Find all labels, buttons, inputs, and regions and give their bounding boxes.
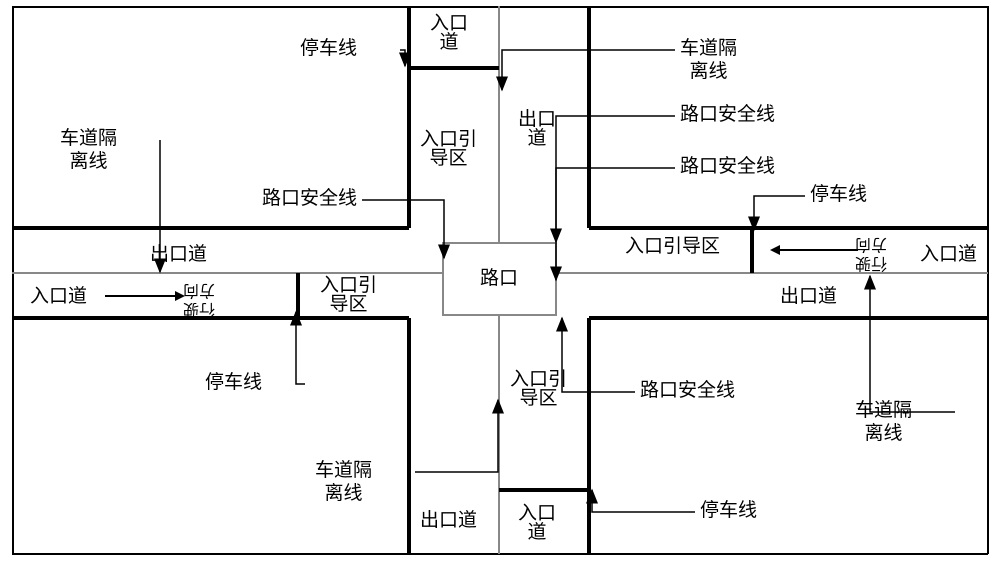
v-road-right-top: [587, 6, 591, 228]
lbl-exit-left: 出口道: [150, 244, 207, 267]
drive-arrow-right: [768, 240, 858, 260]
t: 道: [528, 523, 547, 542]
cbox-top: [442, 242, 556, 244]
v-center-bot: [498, 316, 500, 554]
a-stop-bot-label: 停车线: [700, 500, 757, 523]
lbl-entrance-bottom: 入口 道: [518, 504, 556, 542]
lbl-entrance-top: 入口 道: [430, 14, 468, 52]
a-safety-2-label: 路口安全线: [680, 156, 775, 179]
h-center-right: [556, 272, 988, 274]
t: 道: [528, 129, 547, 148]
a-stop-right-label: 停车线: [810, 184, 867, 207]
lbl-entrance-right: 入口道: [920, 244, 977, 267]
t: 导区: [520, 389, 558, 408]
h-road-bot-right: [589, 316, 988, 320]
t: 导区: [430, 149, 468, 168]
lbl-exit-right: 出口道: [780, 286, 837, 309]
lbl-guide-top: 入口引 导区: [420, 130, 477, 168]
a-safety-1-label: 路口安全线: [680, 104, 775, 127]
t: 道: [440, 33, 459, 52]
stop-top: [409, 66, 499, 70]
a-safety-2-arrow: [556, 168, 675, 280]
a-divider-bl-arrow: [415, 400, 498, 472]
cbox-right: [555, 242, 557, 316]
t: 方向: [183, 281, 215, 298]
lbl-guide-bottom: 入口引 导区: [510, 370, 567, 408]
t: 方向: [855, 235, 887, 252]
a-divider-top-label: 车道隔离线: [680, 38, 737, 84]
drive-arrow-left: [105, 286, 185, 306]
v-road-left-top: [407, 6, 411, 228]
a-stop-bot-arrow: [592, 490, 695, 512]
h-road-top-left: [12, 226, 409, 230]
stop-bottom: [499, 488, 589, 492]
a-stop-right-arrow: [754, 196, 805, 230]
a-stop-top-label: 停车线: [300, 38, 357, 61]
stop-left: [296, 273, 300, 318]
t: 行驶: [855, 254, 887, 271]
a-divider-br-arrow: [870, 276, 955, 412]
t: 入口引: [320, 276, 377, 295]
t: 入口引: [420, 130, 477, 149]
frame-top: [12, 6, 988, 8]
t: 行驶: [183, 300, 215, 317]
v-center-top: [498, 6, 500, 242]
lbl-entrance-left: 入口道: [30, 286, 87, 309]
frame-left: [12, 6, 14, 554]
stop-right: [750, 228, 754, 273]
frame-bottom: [12, 553, 988, 555]
t: 入口引: [510, 370, 567, 389]
a-stop-top-arrow: [400, 50, 405, 66]
lbl-guide-left: 入口引 导区: [320, 276, 377, 314]
a-divider-left-label: 车道隔离线: [60, 128, 117, 174]
h-road-top-right: [589, 226, 988, 230]
a-stop-bl-label: 停车线: [205, 372, 262, 395]
lbl-exit-top: 出口 道: [518, 110, 556, 148]
a-divider-bl-label: 车道隔离线: [315, 460, 372, 506]
lbl-drive-left: 行驶 方向: [183, 280, 215, 318]
a-safety-br-label: 路口安全线: [640, 380, 735, 403]
cbox-bot: [442, 314, 556, 316]
lbl-center: 路口: [480, 268, 518, 291]
t: 导区: [330, 295, 368, 314]
a-safety-1-arrow: [556, 116, 675, 242]
t: 出口: [518, 110, 556, 129]
lbl-drive-right: 行驶 方向: [855, 234, 887, 272]
v-road-right-bot: [587, 318, 591, 554]
cbox-left: [442, 242, 444, 316]
a-divider-br-label: 车道隔离线: [855, 400, 912, 446]
a-safety-br-arrow: [562, 318, 635, 392]
a-stop-bl-arrow: [296, 312, 305, 384]
lbl-guide-right: 入口引导区: [625, 236, 720, 259]
lbl-exit-bottom: 出口道: [420, 510, 477, 533]
intersection-diagram: { "geom": { "frame": { "x": 12, "y": 6, …: [0, 0, 1000, 562]
h-center-left: [12, 272, 442, 274]
t: 入口: [518, 504, 556, 523]
a-safety-left-label: 路口安全线: [262, 188, 357, 211]
v-road-left-bot: [407, 318, 411, 554]
frame-right: [987, 6, 989, 554]
t: 入口: [430, 14, 468, 33]
